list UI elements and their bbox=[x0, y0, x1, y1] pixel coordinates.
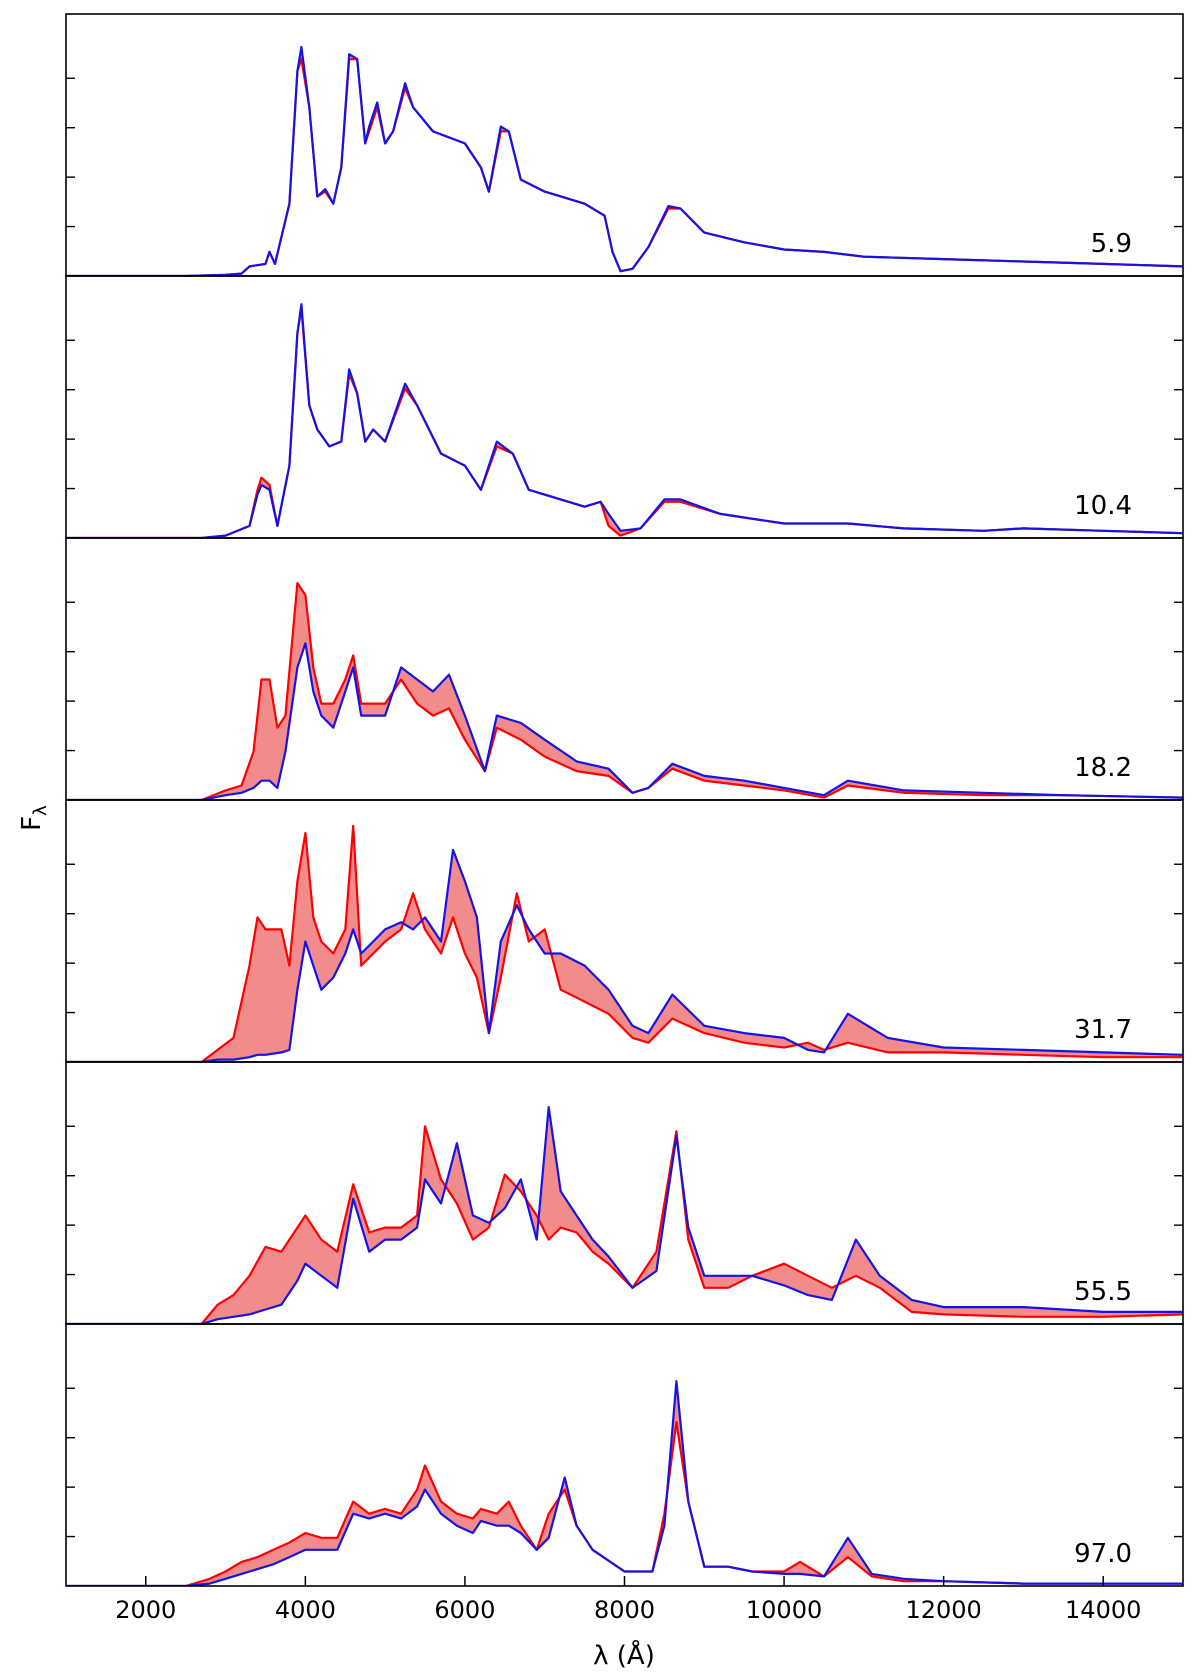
x-axis: 2000 4000 6000 8000 10000 12000 14000 bbox=[115, 1576, 1141, 1624]
panel-frame bbox=[65, 1323, 1184, 1587]
difference-fill bbox=[66, 1381, 1183, 1586]
y-axis-title-main: F bbox=[17, 816, 47, 831]
panel-label: 55.5 bbox=[1074, 1277, 1132, 1307]
red-spectrum-line bbox=[66, 1420, 1183, 1586]
panel-label: 97.0 bbox=[1074, 1539, 1132, 1569]
blue-spectrum-line bbox=[66, 45, 1183, 276]
red-spectrum-line bbox=[66, 57, 1183, 276]
panel-label: 18.2 bbox=[1074, 753, 1132, 783]
spectrum-panel: 5.9 bbox=[65, 13, 1184, 277]
red-spectrum-line bbox=[66, 824, 1183, 1062]
red-spectrum-line bbox=[66, 307, 1183, 538]
x-tick-label: 10000 bbox=[746, 1596, 822, 1624]
blue-spectrum-line bbox=[66, 1105, 1183, 1324]
panel-frame bbox=[65, 537, 1184, 801]
blue-spectrum-line bbox=[66, 1379, 1183, 1586]
red-spectrum-line bbox=[66, 1125, 1183, 1324]
difference-fill bbox=[66, 1107, 1183, 1324]
spectrum-panel: 10.4 bbox=[65, 275, 1184, 539]
spectrum-panel: 31.7 bbox=[65, 799, 1184, 1063]
spectrum-panel: 97.0 bbox=[65, 1323, 1184, 1587]
difference-fill bbox=[66, 583, 1183, 800]
x-tick-label: 4000 bbox=[275, 1596, 336, 1624]
x-axis-title: λ (Å) bbox=[593, 1639, 655, 1671]
spectrum-panel: 55.5 bbox=[65, 1061, 1184, 1325]
panels-group: 5.9 10.4 18.2 31.7 55.5 97.0 bbox=[65, 13, 1184, 1587]
panel-label: 10.4 bbox=[1074, 491, 1132, 521]
x-tick-label: 6000 bbox=[434, 1596, 495, 1624]
x-tick-label: 12000 bbox=[905, 1596, 981, 1624]
x-tick-label: 2000 bbox=[115, 1596, 176, 1624]
difference-fill bbox=[66, 825, 1183, 1062]
difference-fill bbox=[66, 304, 1183, 538]
panel-frame bbox=[65, 1061, 1184, 1325]
y-axis-title-subscript: λ bbox=[30, 805, 51, 816]
panel-label: 31.7 bbox=[1074, 1015, 1132, 1045]
blue-spectrum-line bbox=[66, 303, 1183, 538]
panel-frame bbox=[65, 275, 1184, 539]
blue-spectrum-line bbox=[66, 848, 1183, 1062]
x-tick-label: 8000 bbox=[594, 1596, 655, 1624]
panel-label: 5.9 bbox=[1091, 229, 1132, 259]
difference-fill bbox=[66, 47, 1183, 276]
spectrum-panel: 18.2 bbox=[65, 537, 1184, 801]
x-tick-label: 14000 bbox=[1065, 1596, 1141, 1624]
y-axis-title: Fλ bbox=[17, 805, 51, 831]
blue-spectrum-line bbox=[66, 642, 1183, 800]
red-spectrum-line bbox=[66, 581, 1183, 800]
panel-frame bbox=[65, 13, 1184, 277]
